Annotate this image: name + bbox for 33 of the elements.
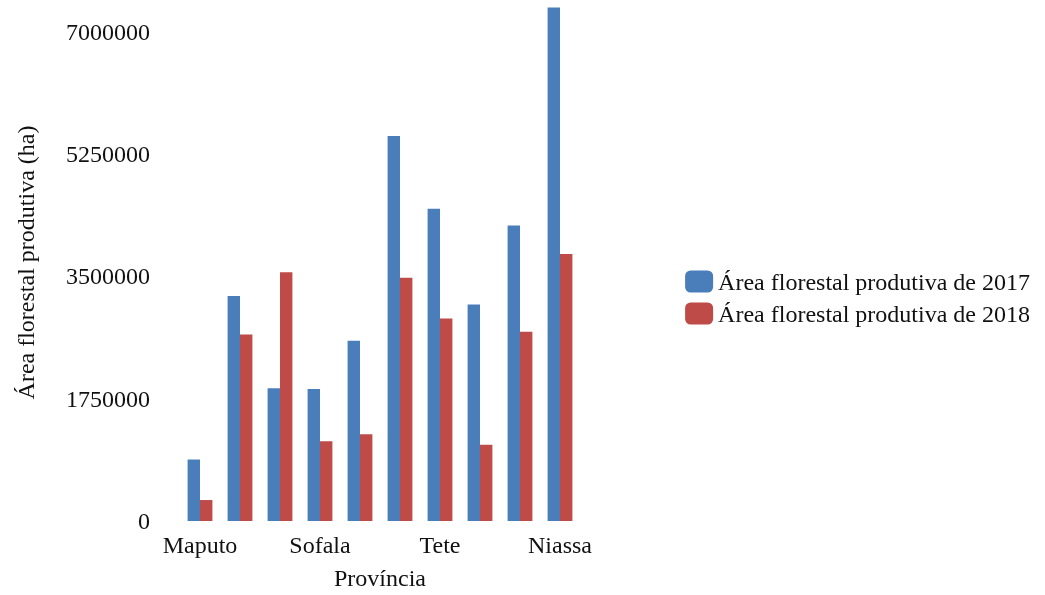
bar [547, 7, 560, 521]
bar [200, 500, 213, 521]
bar [560, 254, 573, 521]
legend-label: Área florestal produtiva de 2018 [718, 300, 1031, 327]
y-tick-label: 1750000 [66, 385, 150, 412]
bar [307, 388, 320, 521]
bar [280, 272, 293, 521]
bar [187, 459, 200, 521]
bar [227, 296, 240, 521]
x-tick-label: Maputo [162, 532, 238, 558]
y-tick-label: 5250000 [66, 141, 150, 168]
legend-label: Área florestal produtiva de 2017 [718, 268, 1031, 295]
x-tick-label: Tete [419, 532, 461, 558]
bar [267, 388, 280, 521]
y-axis-title: Área florestal produtiva (ha) [13, 125, 39, 400]
y-tick-label: 0 [138, 508, 150, 534]
y-tick-label: 3500000 [66, 263, 150, 290]
bar [360, 434, 373, 521]
bar [427, 208, 440, 521]
bar [400, 277, 413, 521]
bar [480, 444, 493, 521]
bar [507, 225, 520, 521]
x-axis-title: Província [334, 565, 427, 591]
bar [320, 441, 333, 521]
bar [387, 136, 400, 521]
x-tick-label: Sofala [289, 532, 351, 558]
x-tick-label: Niassa [528, 532, 593, 558]
bar [440, 318, 453, 521]
bar [347, 340, 360, 521]
bar [467, 304, 480, 521]
y-tick-label: 7000000 [66, 18, 150, 45]
bar [520, 331, 533, 521]
bar [240, 334, 253, 521]
